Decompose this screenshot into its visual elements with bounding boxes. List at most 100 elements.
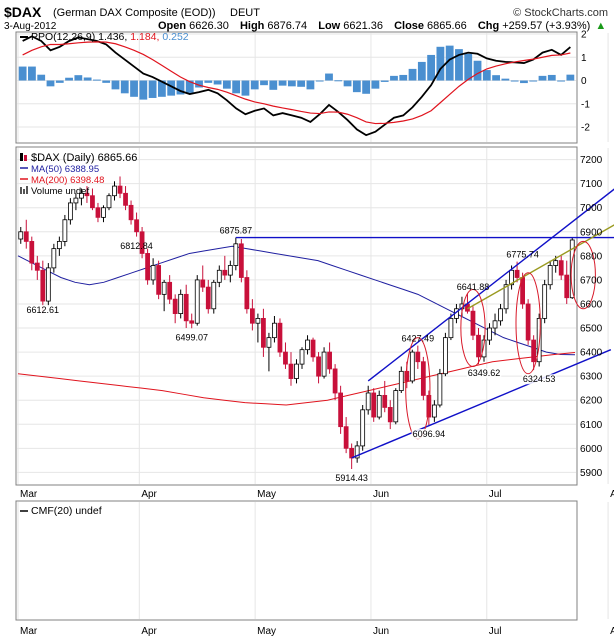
candle-down [338, 392, 344, 428]
price-annotation: 6324.53 [523, 374, 556, 384]
candle-down [29, 241, 35, 264]
ppo-histogram-bar [241, 80, 250, 96]
ppo-histogram-bar [157, 80, 166, 97]
ppo-tick-label: 0 [581, 76, 587, 87]
ma200-line [17, 351, 576, 406]
ppo-histogram-bar [390, 75, 398, 81]
price-annotation: 6349.62 [468, 368, 501, 378]
candle-down [387, 407, 393, 423]
candle-up [376, 394, 382, 418]
candle-down [183, 293, 189, 322]
candle-down [189, 320, 195, 324]
candle-down [343, 426, 349, 449]
ppo-legend-signal: 1.184, [130, 31, 159, 43]
ppo-histogram-bar [417, 61, 426, 81]
ppo-histogram-bar [371, 80, 380, 89]
price-annotation: 6775.74 [506, 250, 539, 260]
price-y-axis: 7200 7100 7000 6900 6800 6700 6600 6500 6400 6300… [580, 155, 603, 479]
price-tick-label: 6100 [580, 420, 603, 431]
ppo-histogram-bar [278, 80, 287, 86]
ppo-histogram-bar [120, 80, 129, 94]
price-panel-frame [15, 146, 578, 486]
ppo-histogram-bar [325, 73, 333, 81]
candle-up [178, 293, 184, 314]
candle-down [123, 192, 128, 206]
ppo-histogram-bar [28, 66, 36, 81]
month-label: Mar [20, 626, 38, 637]
ppo-tick-label: -1 [581, 99, 590, 110]
candle-down [531, 339, 537, 363]
price-tick-label: 7100 [580, 179, 603, 190]
candle-up [266, 337, 272, 348]
price-tick-label: 6200 [580, 396, 603, 407]
cmf-legend: CMF(20) undef [20, 505, 102, 517]
price-tick-label: 6600 [580, 299, 603, 310]
ppo-histogram-bar [74, 75, 83, 81]
ppo-histogram-bar [65, 77, 73, 81]
ppo-histogram-bar [520, 80, 528, 84]
ppo-legend-value: 1.436, [98, 31, 127, 43]
ppo-histogram-bar [250, 80, 259, 90]
ppo-histogram-bar [111, 80, 120, 90]
price-tick-label: 5900 [580, 468, 603, 479]
cmf-x-axis: Mar Apr May Jun Jul Aug [20, 626, 614, 637]
candle-up [553, 260, 559, 266]
symbol: $DAX [4, 4, 42, 20]
trendline [351, 349, 612, 459]
ppo-histogram-bar [557, 80, 565, 82]
candle-down [283, 351, 288, 365]
candle-up [547, 265, 553, 286]
price-x-axis: Mar Apr May Jun Jul Aug [20, 489, 614, 500]
candle-up [481, 339, 487, 358]
candle-down [139, 231, 145, 254]
candle-down [558, 260, 564, 276]
highlight-ellipse [570, 240, 596, 310]
candle-down [564, 274, 570, 299]
ppo-histogram-bar [139, 80, 148, 100]
candle-up [101, 207, 106, 218]
candle-down [332, 368, 338, 394]
exchange: DEUT [230, 7, 260, 19]
month-label: May [257, 489, 276, 500]
ppo-histogram-bar [306, 80, 315, 90]
candle-down [205, 286, 211, 310]
chg-label: Chg [478, 20, 499, 32]
ppo-histogram-bar [315, 80, 324, 82]
candle-down [90, 195, 95, 209]
cmf-legend-label: CMF(20) undef [31, 505, 102, 517]
price-tick-label: 6800 [580, 251, 603, 262]
ppo-histogram-bar [334, 80, 343, 82]
ppo-tick-label: 1 [581, 53, 587, 64]
candle-up [62, 219, 68, 242]
ppo-histogram-bar [473, 60, 482, 81]
candle-down [145, 253, 150, 281]
price-tick-label: 6400 [580, 348, 603, 359]
ppo-line [22, 35, 571, 137]
candle-up [106, 195, 112, 209]
ppo-lines [22, 35, 571, 137]
cmf-panel-frame [15, 500, 578, 621]
candle-down [95, 207, 101, 218]
ppo-histogram-bar [343, 80, 352, 87]
candle-up [542, 284, 548, 319]
ppo-histogram-bar [297, 80, 306, 87]
candle-up [321, 351, 327, 377]
open-label: Open [158, 20, 186, 32]
moving-averages [17, 245, 576, 406]
candle-down [172, 298, 178, 314]
candle-down [238, 243, 244, 278]
price-tick-label: 6500 [580, 324, 603, 335]
trendline [467, 224, 614, 310]
ppo-legend-hist: 0.252 [162, 31, 188, 43]
candle-down [249, 308, 255, 324]
candle-up [294, 363, 299, 379]
highlight-ellipse [460, 289, 486, 368]
price-annotation: 6612.61 [27, 305, 60, 315]
ppo-y-axis: 2 1 0 -1 -2 [581, 30, 590, 134]
candle-up [150, 265, 156, 281]
ppo-legend: PPO(12,26,9) 1.436, 1.184, 0.252 [20, 31, 189, 43]
candle-up [498, 308, 503, 322]
ppo-histogram-bar [445, 45, 454, 81]
candle-down [288, 363, 294, 379]
ppo-histogram-bar [427, 54, 436, 81]
